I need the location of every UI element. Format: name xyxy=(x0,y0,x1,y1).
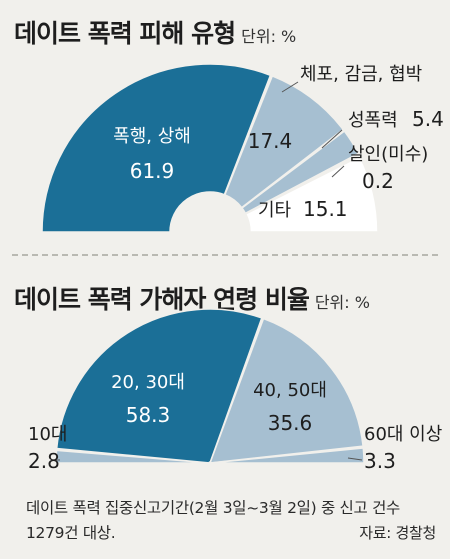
chart-1-slice-5-value: 15.1 xyxy=(303,197,348,221)
chart-1-slice-2-value: 17.4 xyxy=(248,129,293,153)
chart-2-slice-4-value: 3.3 xyxy=(364,449,396,473)
chart-2-slice-4-label: 60대 이상 xyxy=(364,424,442,445)
source-credit: 자료: 경찰청 xyxy=(359,522,436,543)
chart-2-slice-1-value: 2.8 xyxy=(28,449,60,473)
chart-2-slice-3-label: 40, 50대 xyxy=(253,380,327,401)
chart-1-slice-1 xyxy=(42,64,270,232)
chart-1-slice-3-value: 5.4 xyxy=(412,107,444,131)
chart-1-slice-1-label: 폭행, 상해 xyxy=(113,126,191,147)
chart-1-slice-1-value: 61.9 xyxy=(130,159,175,183)
chart-1-slice-4-label: 살인(미수) xyxy=(348,144,428,165)
chart-1-slice-5-label: 기타 xyxy=(258,200,292,221)
chart-2-slice-3-value: 35.6 xyxy=(268,411,313,435)
chart-2-slice-2-label: 20, 30대 xyxy=(111,372,185,393)
chart-2-slice-1-label: 10대 xyxy=(28,424,67,445)
chart-2-slice-2-value: 58.3 xyxy=(126,403,171,427)
chart-2-semi-donut: 10대 2.8 20, 30대 58.3 40, 50대 35.6 60대 이상 3.3 xyxy=(0,250,450,480)
chart-1-semi-donut: 폭행, 상해 61.9 체포, 감금, 협박 17.4 성폭력 5.4 살인(미수) 0.2 기… xyxy=(0,0,450,250)
chart-1-slice-3-label: 성폭력 xyxy=(348,110,398,131)
chart-1-slice-2-label: 체포, 감금, 협박 xyxy=(300,64,422,85)
chart-1-slice-4-value: 0.2 xyxy=(362,169,394,193)
